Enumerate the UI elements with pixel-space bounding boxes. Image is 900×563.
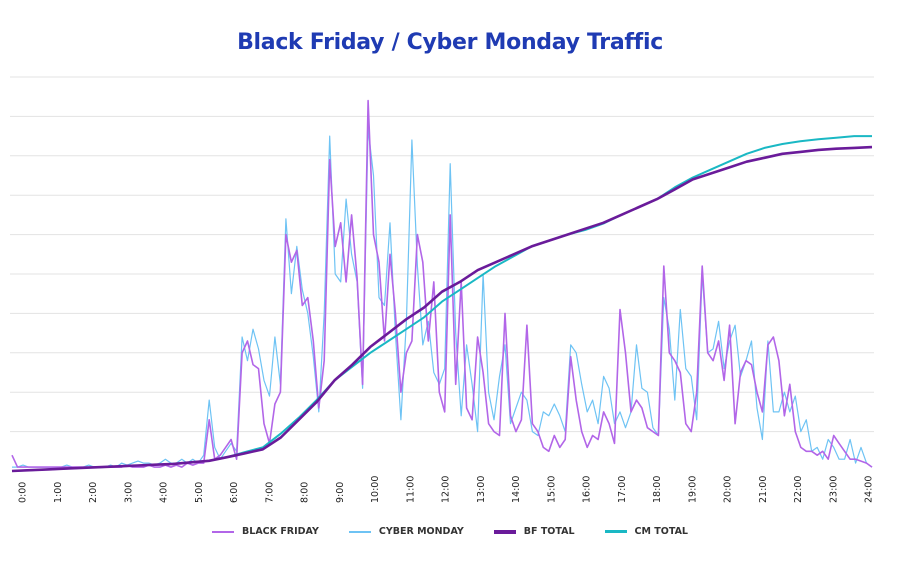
legend-item-cyber-monday[interactable]: CYBER MONDAY bbox=[348, 526, 464, 537]
x-tick-label: 17:00 bbox=[617, 476, 628, 503]
legend-swatch-cyber-monday bbox=[348, 530, 371, 533]
series-line-cyber-monday bbox=[12, 127, 873, 468]
legend-item-bf-total[interactable]: BF TOTAL bbox=[493, 526, 575, 537]
x-tick-label: 5:00 bbox=[194, 482, 205, 503]
x-tick-label: 18:00 bbox=[652, 476, 663, 503]
x-tick-label: 24:00 bbox=[864, 476, 875, 503]
gridlines bbox=[10, 76, 874, 433]
legend-swatch-bf-total bbox=[493, 529, 516, 534]
legend-swatch-cm-total bbox=[604, 530, 627, 533]
series-line-black-friday bbox=[11, 99, 873, 468]
x-tick-label: 1:00 bbox=[53, 482, 64, 503]
x-tick-label: 21:00 bbox=[758, 476, 769, 503]
x-tick-label: 7:00 bbox=[264, 482, 275, 503]
series-lines bbox=[11, 99, 873, 473]
legend: BLACK FRIDAY CYBER MONDAY BF TOTAL CM TO… bbox=[0, 526, 900, 537]
x-tick-label: 12:00 bbox=[441, 476, 452, 503]
series-line-cm-total bbox=[11, 135, 872, 472]
x-tick-label: 8:00 bbox=[300, 482, 311, 503]
legend-label: CYBER MONDAY bbox=[378, 526, 464, 537]
x-tick-label: 13:00 bbox=[476, 476, 487, 503]
series-line-bf-total bbox=[11, 145, 873, 473]
x-axis-tick-labels: 0:00 1:00 2:00 3:00 4:00 5:00 6:00 7:00 8:00 9:00… bbox=[18, 476, 875, 503]
x-tick-label: 16:00 bbox=[582, 476, 593, 503]
legend-item-cm-total[interactable]: CM TOTAL bbox=[604, 526, 688, 537]
legend-label: BLACK FRIDAY bbox=[242, 526, 319, 537]
x-tick-label: 15:00 bbox=[546, 476, 557, 503]
chart-plot: 0:00 1:00 2:00 3:00 4:00 5:00 6:00 7:00 8:00 9:00… bbox=[10, 76, 875, 503]
x-tick-label: 11:00 bbox=[405, 476, 416, 503]
x-tick-label: 2:00 bbox=[88, 482, 99, 503]
x-tick-label: 22:00 bbox=[793, 476, 804, 503]
x-tick-label: 19:00 bbox=[687, 476, 698, 503]
x-tick-label: 20:00 bbox=[723, 476, 734, 503]
legend-swatch-black-friday bbox=[212, 530, 235, 533]
x-tick-label: 3:00 bbox=[123, 482, 134, 503]
x-tick-label: 10:00 bbox=[370, 476, 381, 503]
legend-item-black-friday[interactable]: BLACK FRIDAY bbox=[212, 526, 319, 537]
x-tick-label: 14:00 bbox=[511, 476, 522, 503]
x-tick-label: 9:00 bbox=[335, 482, 346, 503]
x-tick-label: 0:00 bbox=[18, 482, 29, 503]
x-tick-label: 23:00 bbox=[828, 476, 839, 503]
x-tick-label: 6:00 bbox=[229, 482, 240, 503]
x-tick-label: 4:00 bbox=[159, 482, 170, 503]
legend-label: BF TOTAL bbox=[523, 526, 575, 537]
legend-label: CM TOTAL bbox=[634, 526, 688, 537]
chart-title: Black Friday / Cyber Monday Traffic bbox=[237, 30, 663, 55]
